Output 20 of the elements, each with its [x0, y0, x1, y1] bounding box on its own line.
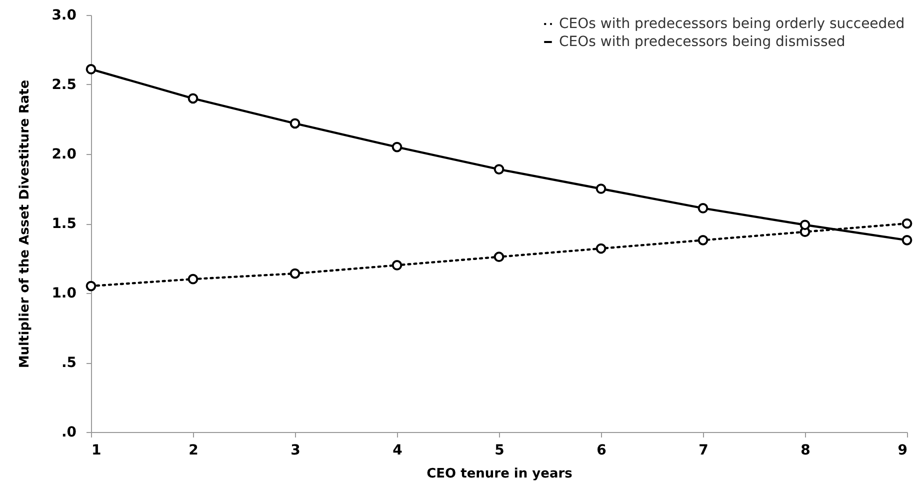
- y-axis-title: Multiplier of the Asset Divestiture Rate: [18, 80, 33, 368]
- x-tick-label: 6: [596, 442, 606, 458]
- y-tick-label: 3.0: [52, 8, 77, 24]
- x-tick-label: 4: [392, 442, 403, 458]
- x-tick-label: 8: [800, 442, 810, 458]
- x-tick-label: 2: [188, 442, 198, 458]
- x-tick-label: 3: [290, 442, 300, 458]
- y-tick-label: 2.0: [52, 146, 77, 162]
- y-tick-label: .0: [61, 424, 77, 440]
- x-tick-label: 9: [898, 442, 908, 458]
- x-tick-label: 5: [494, 442, 504, 458]
- y-tick-label: 1.0: [52, 286, 77, 302]
- legend-label: CEOs with predecessors being dismissed: [559, 34, 846, 50]
- x-tick-label: 7: [698, 442, 708, 458]
- y-tick-label: 1.5: [52, 216, 76, 232]
- y-tick-label: .5: [61, 355, 76, 371]
- y-tick-label: 2.5: [52, 77, 76, 93]
- x-tick-label: 1: [92, 442, 102, 458]
- x-axis-title: CEO tenure in years: [426, 466, 573, 482]
- legend-label: CEOs with predecessors being orderly succeeded: [559, 16, 905, 32]
